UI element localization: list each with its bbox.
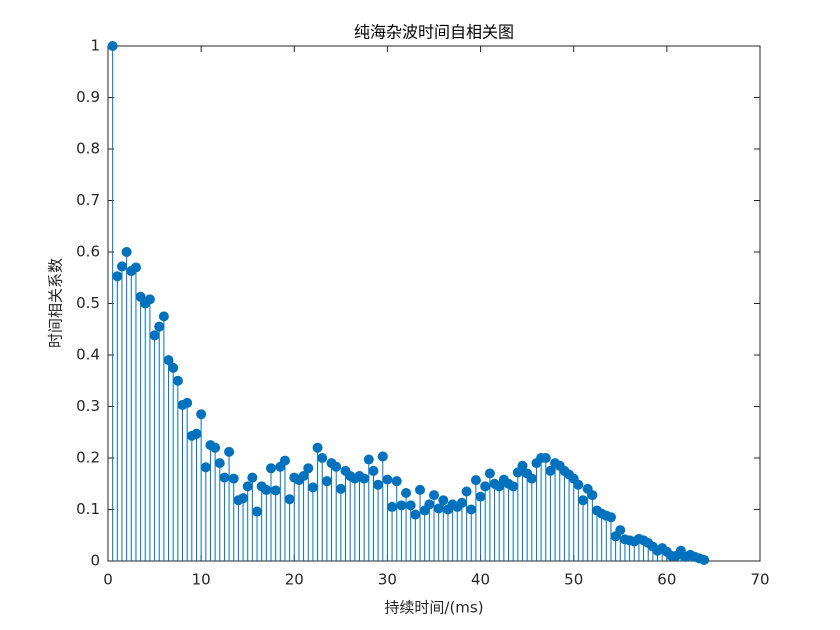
y-axis-label: 时间相关系数 [47,258,65,348]
stem-marker [284,494,295,505]
stem-marker [424,499,435,510]
stem-marker [526,473,537,484]
stem-marker [270,485,281,496]
stem-marker [182,397,193,408]
stem-marker [363,454,374,465]
stem-marker [321,476,332,487]
stem-marker [484,468,495,479]
y-tick-label: 0.6 [76,243,100,261]
stem-marker [382,474,393,485]
stem-marker [317,453,328,463]
stem-marker [587,490,598,501]
stem-marker [405,500,416,511]
stem-marker [359,473,370,484]
stem-marker [456,497,467,508]
stem-marker [266,463,276,474]
stem-marker [168,362,179,373]
stem-marker [545,465,556,476]
stem-marker [149,330,160,341]
stem-marker [298,471,309,482]
stem-marker [466,504,477,515]
stem-marker [121,247,132,257]
stem-marker [605,512,616,523]
stem-marker [130,262,141,273]
chart-title: 纯海杂波时间自相关图 [354,23,514,42]
y-tick-label: 0.3 [76,397,100,415]
stem-marker [573,479,584,490]
stem-marker [200,462,211,473]
stem-marker [433,503,444,514]
x-tick-label: 20 [285,571,304,589]
x-tick-label: 70 [750,571,769,589]
stem-marker [429,490,439,501]
x-axis-label: 持续时间/(ms) [384,599,483,617]
stem-marker [508,481,519,492]
y-tick-label: 0.5 [76,294,100,312]
y-tick-label: 0 [90,552,100,570]
stem-marker [196,409,207,420]
stem-marker [312,442,323,453]
y-tick-label: 0.9 [76,88,100,106]
y-tick-label: 0.1 [76,500,100,518]
stem-marker [158,311,169,322]
stem-marker [396,500,407,511]
stem-marker [377,451,388,462]
stem-marker [154,321,165,332]
x-tick-label: 60 [657,571,676,589]
stem-marker [172,375,183,386]
stem-marker [307,482,318,493]
stem-marker [540,453,551,463]
stem-marker [480,481,491,492]
stem-marker [615,525,626,536]
stem-marker [470,475,481,486]
stem-marker [438,495,449,506]
stem-marker [247,472,258,483]
y-tick-label: 0.4 [76,346,100,364]
stem-marker [373,479,384,490]
stem-marker [252,506,263,517]
x-tick-label: 50 [564,571,583,589]
stem-marker [144,294,155,305]
stem-marker [116,261,127,272]
stem-marker [699,554,710,565]
stem-marker [303,463,314,474]
stem-marker [461,486,472,497]
stem-marker [578,495,589,506]
stem-marker [219,472,230,483]
stem-marker [415,484,426,495]
stem-marker [410,509,421,520]
stem-marker [163,355,174,366]
stem-marker [387,501,398,512]
stem-marker [107,41,118,51]
stem-marker [228,473,239,484]
x-tick-label: 10 [192,571,211,589]
y-tick-label: 0.2 [76,449,100,467]
stem-marker [242,481,253,492]
y-tick-label: 1 [90,37,100,55]
stem-marker [368,465,379,476]
stem-marker [191,428,202,439]
stem-marker [517,460,528,471]
stem-marker [238,493,249,504]
stem-marker [261,484,272,495]
x-tick-label: 30 [378,571,397,589]
y-tick-label: 0.8 [76,140,100,158]
stem-marker [210,442,221,453]
y-tick-label: 0.7 [76,191,100,209]
stem-marker [224,446,235,457]
stem-marker [331,461,342,472]
stem-marker [214,458,225,469]
stem-marker [475,491,486,502]
stem-marker [401,488,412,499]
stem-marker [335,483,346,494]
x-tick-label: 40 [471,571,490,589]
x-tick-label: 0 [103,571,113,589]
stem-marker [391,476,402,487]
stem-marker [279,455,290,466]
stem-marker [112,271,123,282]
